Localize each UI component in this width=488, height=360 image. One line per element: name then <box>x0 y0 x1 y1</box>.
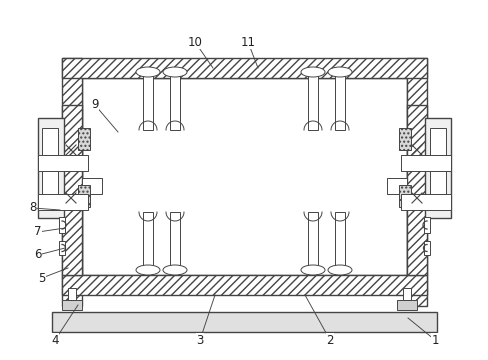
Bar <box>424 118 450 218</box>
Bar <box>386 178 406 194</box>
Ellipse shape <box>163 265 186 275</box>
Text: 3: 3 <box>196 333 203 346</box>
Bar <box>402 288 410 300</box>
Bar <box>142 72 153 130</box>
Bar <box>38 155 88 171</box>
Bar <box>307 212 317 270</box>
Bar <box>62 105 82 275</box>
Bar <box>78 185 90 207</box>
Bar <box>423 241 429 255</box>
Text: 9: 9 <box>91 99 99 112</box>
Bar <box>429 128 445 208</box>
Bar <box>38 118 64 218</box>
Text: 7: 7 <box>34 225 41 238</box>
Bar <box>68 288 76 300</box>
Text: 5: 5 <box>38 271 45 284</box>
Text: 6: 6 <box>34 248 41 261</box>
Bar <box>398 128 410 150</box>
Bar <box>307 72 317 130</box>
Ellipse shape <box>327 67 351 77</box>
Ellipse shape <box>301 67 325 77</box>
Text: 1: 1 <box>430 333 438 346</box>
Bar <box>62 275 426 295</box>
Text: 11: 11 <box>240 36 255 49</box>
Bar <box>170 72 180 130</box>
Bar <box>406 105 426 275</box>
Bar <box>62 300 82 310</box>
Text: 8: 8 <box>29 202 37 215</box>
Bar <box>62 58 82 306</box>
Bar <box>400 155 450 171</box>
Bar <box>78 128 90 150</box>
Bar <box>59 241 65 255</box>
Bar <box>334 72 345 130</box>
Bar <box>62 58 426 78</box>
Bar <box>423 217 429 233</box>
Bar <box>82 78 406 275</box>
Bar <box>142 212 153 270</box>
Bar <box>398 185 410 207</box>
Text: 4: 4 <box>51 333 59 346</box>
Ellipse shape <box>163 67 186 77</box>
Bar <box>42 128 58 208</box>
Text: 10: 10 <box>187 36 202 49</box>
Ellipse shape <box>327 265 351 275</box>
Bar <box>400 194 450 210</box>
Bar <box>406 58 426 306</box>
Ellipse shape <box>136 265 160 275</box>
Bar <box>396 300 416 310</box>
Bar <box>52 312 436 332</box>
Ellipse shape <box>301 265 325 275</box>
Bar <box>82 178 102 194</box>
Ellipse shape <box>136 67 160 77</box>
Bar <box>170 212 180 270</box>
Bar <box>59 217 65 233</box>
Bar <box>38 194 88 210</box>
Text: 2: 2 <box>325 333 333 346</box>
Bar <box>334 212 345 270</box>
